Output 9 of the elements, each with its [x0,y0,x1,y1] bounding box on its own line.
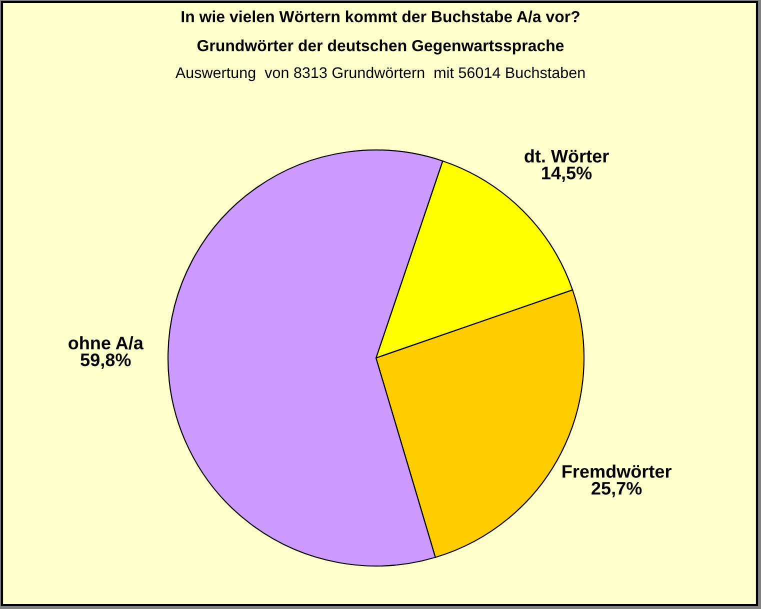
slice-label: ohne A/a [68,336,144,350]
slice-label: dt. Wörter [524,149,609,163]
text: Auswertung von 8313 Grundwörtern mit 56014 Buchstaben [175,66,585,82]
slice-label: Fremdwörter [562,464,672,478]
data-label: 59,8% [80,353,131,369]
data-label: 25,7% [592,482,642,498]
chart-title: In wie vielen Wörtern kommt der Buchstabe A/a vor? [182,10,580,22]
data-label: 14,5% [542,166,592,182]
chart-subtitle: Grundwörter der deutschen Gegenwartssprache [197,40,564,54]
